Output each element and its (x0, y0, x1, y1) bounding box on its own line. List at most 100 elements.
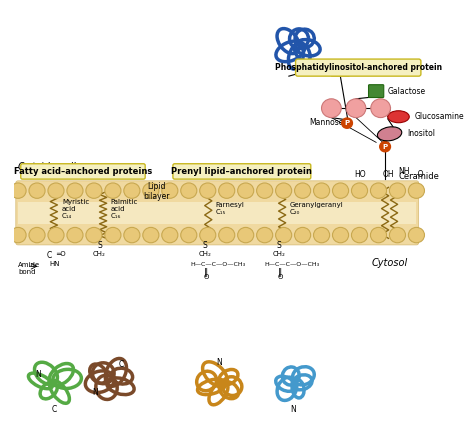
Text: ‖: ‖ (278, 268, 282, 277)
Text: Ceramide: Ceramide (399, 172, 439, 181)
Circle shape (332, 227, 348, 243)
Circle shape (124, 183, 140, 198)
Text: Myristic
acid
C₁₄: Myristic acid C₁₄ (62, 199, 89, 218)
Text: N: N (36, 370, 41, 379)
Text: N: N (92, 388, 98, 397)
Text: P: P (345, 120, 350, 126)
FancyBboxPatch shape (16, 181, 419, 245)
Text: C: C (47, 251, 52, 260)
Circle shape (294, 227, 310, 243)
Circle shape (143, 227, 159, 243)
Text: S: S (276, 241, 281, 250)
Text: Farnesyl
C₁₅: Farnesyl C₁₅ (216, 202, 244, 215)
Text: H—C—C—O—CH₃: H—C—C—O—CH₃ (191, 262, 246, 267)
Text: CH₂: CH₂ (198, 251, 211, 257)
Circle shape (346, 99, 366, 117)
FancyBboxPatch shape (296, 59, 421, 76)
Circle shape (351, 183, 367, 198)
Text: Lipid
bilayer: Lipid bilayer (144, 182, 170, 201)
Text: Phosphatidylinositol-anchored protein: Phosphatidylinositol-anchored protein (274, 63, 442, 72)
Circle shape (181, 183, 197, 198)
Text: ‖: ‖ (204, 268, 208, 277)
Circle shape (219, 183, 235, 198)
Circle shape (294, 183, 310, 198)
Circle shape (380, 141, 391, 152)
Circle shape (371, 227, 386, 243)
Circle shape (181, 227, 197, 243)
Circle shape (162, 227, 178, 243)
Text: CH₂: CH₂ (93, 251, 106, 257)
Circle shape (143, 183, 159, 198)
Text: HN: HN (49, 261, 60, 267)
Circle shape (321, 99, 341, 117)
Circle shape (275, 227, 292, 243)
Ellipse shape (377, 127, 402, 141)
Circle shape (29, 183, 45, 198)
Circle shape (351, 227, 367, 243)
Circle shape (390, 183, 406, 198)
Text: O: O (204, 274, 209, 280)
Text: Cytosol: Cytosol (371, 258, 408, 268)
Text: Ethanolamine: Ethanolamine (354, 63, 407, 72)
Text: Prenyl lipid–anchored protein: Prenyl lipid–anchored protein (172, 167, 312, 176)
Text: N: N (217, 357, 222, 366)
Text: NH: NH (399, 167, 410, 176)
Text: Inositol: Inositol (408, 129, 436, 138)
Text: Palmitic
acid
C₁₆: Palmitic acid C₁₆ (110, 199, 137, 218)
Polygon shape (331, 61, 349, 76)
Text: Fatty acid–anchored proteins: Fatty acid–anchored proteins (14, 167, 152, 176)
Text: HO: HO (354, 169, 365, 178)
Circle shape (256, 227, 273, 243)
Circle shape (105, 227, 121, 243)
Circle shape (48, 227, 64, 243)
Circle shape (200, 227, 216, 243)
Bar (18, 202, 417, 224)
Circle shape (124, 227, 140, 243)
Text: S: S (97, 241, 102, 250)
Circle shape (256, 183, 273, 198)
Circle shape (313, 227, 329, 243)
Circle shape (390, 227, 406, 243)
Text: Glucosamine: Glucosamine (415, 112, 464, 121)
Text: CH₂: CH₂ (272, 251, 285, 257)
Text: Geranylgeranyl
C₂₀: Geranylgeranyl C₂₀ (289, 202, 343, 215)
Circle shape (105, 183, 121, 198)
Circle shape (409, 227, 425, 243)
Circle shape (200, 183, 216, 198)
Circle shape (10, 183, 26, 198)
Text: Outside cell: Outside cell (18, 162, 76, 172)
Text: ⋯O: ⋯O (410, 169, 423, 178)
Circle shape (86, 227, 102, 243)
Text: N: N (291, 405, 296, 414)
Circle shape (237, 183, 254, 198)
Circle shape (86, 183, 102, 198)
Circle shape (29, 227, 45, 243)
Circle shape (162, 183, 178, 198)
Circle shape (10, 227, 26, 243)
Circle shape (48, 183, 64, 198)
Text: C: C (119, 359, 124, 369)
Text: Galactose: Galactose (387, 86, 426, 95)
Circle shape (237, 227, 254, 243)
Text: S: S (202, 241, 207, 250)
Text: OH: OH (383, 169, 394, 178)
Circle shape (332, 183, 348, 198)
Circle shape (371, 183, 386, 198)
FancyBboxPatch shape (21, 164, 145, 179)
FancyBboxPatch shape (368, 85, 384, 98)
Circle shape (313, 183, 329, 198)
Text: Mannose: Mannose (310, 118, 344, 127)
Text: ═O: ═O (56, 251, 66, 257)
Circle shape (219, 227, 235, 243)
Circle shape (342, 118, 353, 128)
Text: Amide
bond: Amide bond (18, 262, 40, 275)
Circle shape (409, 183, 425, 198)
Text: C: C (51, 405, 56, 414)
Ellipse shape (388, 111, 409, 123)
Text: O: O (278, 274, 283, 280)
Circle shape (275, 183, 292, 198)
Circle shape (371, 99, 391, 117)
Text: P: P (383, 144, 388, 150)
Text: H—C—C—O—CH₃: H—C—C—O—CH₃ (264, 262, 319, 267)
FancyBboxPatch shape (173, 164, 311, 179)
